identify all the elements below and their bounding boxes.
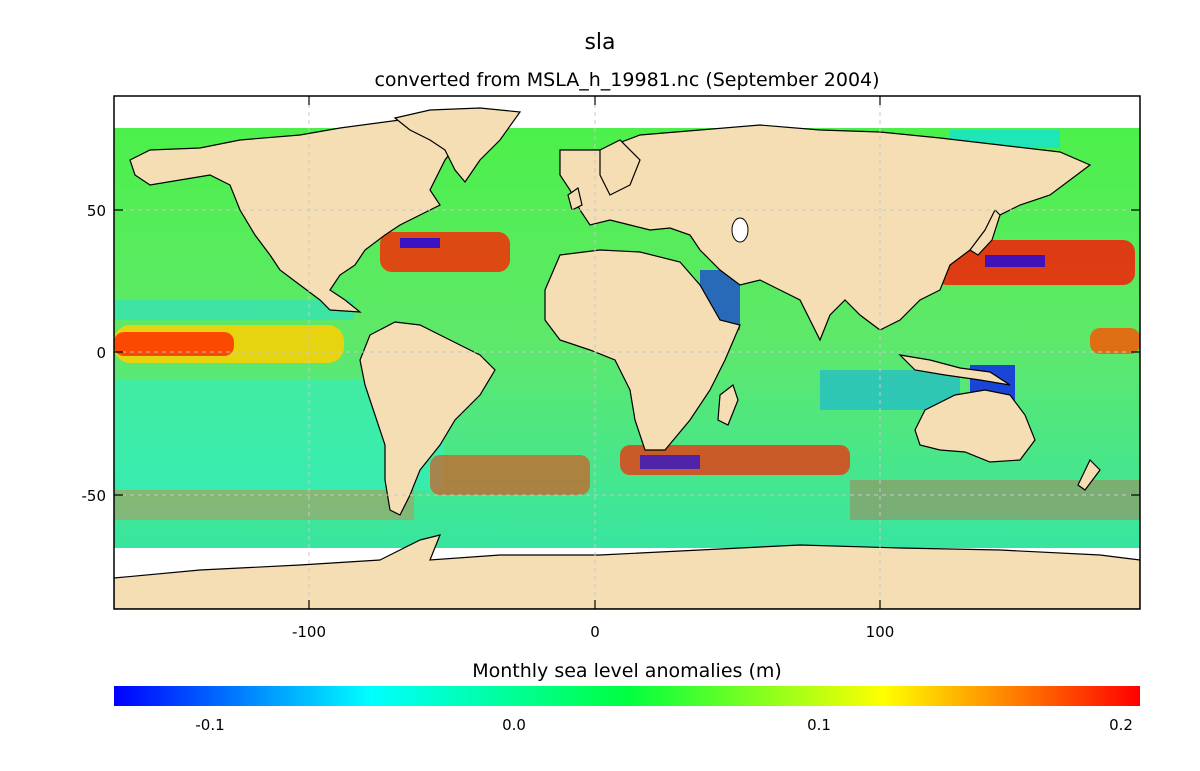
southern-ocean-eddies [850, 480, 1140, 520]
gulf-stream-eddies [380, 232, 510, 272]
colorbar [114, 686, 1140, 706]
eurasia-land [559, 124, 1092, 342]
north-america-land [129, 117, 461, 313]
ytick-label: 0 [96, 344, 106, 362]
ytick-label: -50 [82, 487, 107, 505]
scandinavia-land [599, 139, 641, 196]
colorbar-label: Monthly sea level anomalies (m) [472, 660, 782, 682]
madagascar-land [717, 384, 739, 426]
xtick-label: 100 [866, 623, 895, 641]
colorbar-tick-label: 0.0 [502, 716, 526, 734]
graticule [114, 96, 1140, 609]
continents [114, 107, 1140, 609]
australia-land [914, 389, 1036, 463]
agulhas-low-eddy [640, 455, 700, 469]
xtick-label: -100 [292, 623, 326, 641]
colorbar-tick-label: 0.2 [1109, 716, 1133, 734]
colorbar-tick-label: -0.1 [195, 716, 225, 734]
north-equatorial-low-band [114, 300, 354, 320]
new-zealand-land [1077, 458, 1101, 491]
kuroshio-low-eddy [985, 255, 1045, 267]
gulf-stream-low-eddy [400, 238, 440, 248]
axis-ticks [114, 96, 1140, 609]
south-atlantic-eddies [430, 455, 590, 495]
west-pacific-high-anomaly [1090, 328, 1140, 354]
colorbar-tick-label: 0.1 [807, 716, 831, 734]
indian-ocean-low [820, 370, 960, 410]
xtick-label: 0 [590, 623, 600, 641]
africa-land [544, 249, 741, 451]
map-title: sla [584, 30, 616, 55]
south-pacific-eddies [114, 490, 414, 520]
ytick-label: 50 [87, 202, 106, 220]
indonesia-land [898, 354, 1011, 386]
caspian-sea [731, 217, 749, 243]
greenland-land [393, 107, 522, 183]
antarctica-land [114, 534, 1140, 609]
equatorial-peak-anomaly [114, 332, 234, 356]
south-america-land [359, 321, 496, 516]
map-subtitle: converted from MSLA_h_19981.nc (Septembe… [374, 69, 880, 91]
british-isles-land [567, 187, 583, 211]
